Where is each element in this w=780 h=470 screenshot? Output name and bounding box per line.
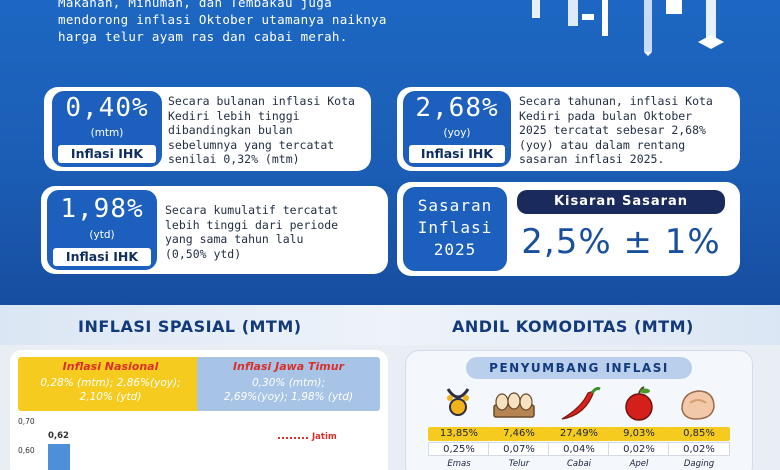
target-label: Sasaran Inflasi 2025	[417, 196, 493, 259]
ytd-card: 1,98% (ytd) Inflasi IHK Secara kumulatif…	[41, 186, 388, 274]
commodity-name: Cabai	[566, 459, 592, 469]
nasional-text: 0,28% (mtm); 2,86%(yoy); 2,10% (ytd)	[40, 377, 181, 403]
andil-title: ANDIL KOMODITAS (MTM)	[452, 317, 694, 336]
gold-jewelry-icon	[446, 388, 470, 416]
ytd-value: 1,98%	[60, 194, 144, 224]
ytd-description: Secara kumulatif tercatat lebih tinggi d…	[165, 203, 339, 261]
ytd-tag: Inflasi IHK	[53, 248, 151, 266]
chicken-meat-icon	[681, 390, 715, 420]
commodity-pct: 7,46%	[488, 427, 550, 441]
jatim-text: 0,30% (mtm); 2,69%(yoy); 1,98% (ytd)	[223, 377, 354, 403]
mtm-description: Secara bulanan inflasi Kota Kediri lebih…	[168, 94, 355, 166]
jatim-reference-line-sample	[278, 437, 308, 439]
apple-icon	[625, 386, 653, 421]
chili-icon	[561, 387, 601, 420]
target-card: Sasaran Inflasi 2025 Kisaran Sasaran 2,5…	[397, 182, 740, 276]
ytd-unit: (ytd)	[89, 229, 115, 241]
nasional-box	[18, 357, 203, 411]
commodity-name: Daging	[683, 459, 715, 469]
commodity-andil: 0,04%	[548, 442, 610, 456]
bar-kota-kediri	[48, 444, 70, 470]
section-title-strip	[0, 305, 780, 345]
yoy-card: 2,68% (yoy) Inflasi IHK Secara tahunan, …	[397, 87, 740, 171]
target-range-value: 2,5% ± 1%	[521, 222, 721, 262]
target-label-pill	[403, 187, 507, 271]
commodity-pct: 0,85%	[668, 427, 730, 441]
commodity-andil: 0,25%	[428, 442, 490, 456]
summary-section: Makanan, Minuman, dan Tembakau juga mend…	[0, 0, 780, 305]
y-tick-label-0: 0,70	[18, 417, 35, 426]
commodity-name: Emas	[447, 459, 471, 469]
spasial-title: INFLASI SPASIAL (MTM)	[78, 317, 302, 336]
nasional-title: Inflasi Nasional	[62, 360, 159, 373]
mtm-card: 0,40% (mtm) Inflasi IHK Secara bulanan i…	[44, 87, 371, 171]
mtm-tag: Inflasi IHK	[58, 145, 156, 163]
commodity-andil: 0,02%	[668, 442, 730, 456]
eggs-icon	[493, 392, 535, 418]
commodity-pct: 27,49%	[548, 427, 610, 441]
commodity-name: Telur	[508, 459, 530, 469]
commodity-andil: 0,02%	[608, 442, 670, 456]
target-range-heading: Kisaran Sasaran	[517, 190, 725, 214]
yoy-description: Secara tahunan, inflasi Kota Kediri pada…	[519, 94, 713, 166]
yoy-value: 2,68%	[415, 93, 499, 123]
jatim-box	[197, 357, 380, 411]
andil-panel: PENYUMBANG INFLASI 13,85% 0,25% Emas 7,4…	[405, 350, 753, 470]
commodity-pct: 9,03%	[608, 427, 670, 441]
jatim-legend-label: Jatim	[312, 432, 337, 442]
commodity-andil: 0,07%	[488, 442, 550, 456]
spasial-panel: Inflasi Nasional 0,28% (mtm); 2,86%(yoy)…	[10, 350, 388, 470]
commodity-name: Apel	[629, 459, 649, 469]
isometric-chart-decoration	[532, 0, 724, 56]
jatim-title: Inflasi Jawa Timur	[232, 360, 345, 373]
commodity-pct: 13,85%	[428, 427, 490, 441]
yoy-tag: Inflasi IHK	[409, 145, 505, 163]
penyumbang-heading: PENYUMBANG INFLASI	[466, 357, 692, 379]
bar-data-label: 0,62	[48, 431, 69, 441]
yoy-unit: (yoy)	[443, 127, 471, 139]
mtm-unit: (mtm)	[90, 127, 124, 139]
mtm-value: 0,40%	[65, 93, 149, 123]
y-tick-label-1: 0,60	[18, 446, 35, 455]
intro-text: Makanan, Minuman, dan Tembakau juga mend…	[58, 0, 387, 44]
